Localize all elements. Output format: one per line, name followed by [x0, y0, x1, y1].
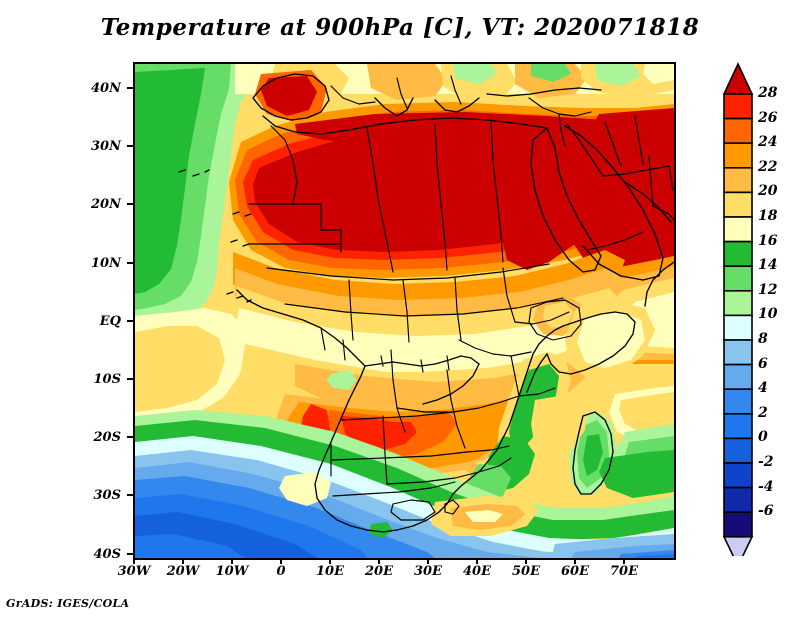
x-tick — [182, 558, 184, 564]
y-tick — [127, 262, 133, 264]
y-tick-label: 10N — [91, 256, 121, 271]
x-tick — [378, 558, 380, 564]
y-tick-label: 30N — [91, 139, 121, 154]
x-tick — [280, 558, 282, 564]
colorbar-tick-label: -2 — [758, 454, 774, 470]
y-tick — [127, 320, 133, 322]
colorbar-tick-label: 2 — [758, 404, 768, 421]
y-tick-label: EQ — [99, 314, 121, 329]
colorbar-tick-label: 26 — [758, 109, 778, 126]
x-tick — [476, 558, 478, 564]
page-title: Temperature at 900hPa [C], VT: 202007181… — [100, 14, 700, 41]
x-tick — [133, 558, 135, 564]
colorbar-tick-label: 20 — [758, 183, 778, 200]
colorbar-tick-label: 16 — [758, 232, 778, 249]
colorbar-tick-label: 12 — [758, 281, 778, 298]
x-tick — [427, 558, 429, 564]
x-tick-label: 30W — [117, 564, 151, 579]
colorbar-swatches — [722, 62, 754, 568]
y-tick-label: 40S — [93, 547, 121, 562]
y-tick — [127, 145, 133, 147]
colorbar-tick-label: 6 — [758, 355, 768, 372]
x-tick — [574, 558, 576, 564]
footer-credit: GrADS: IGES/COLA — [6, 597, 130, 610]
x-tick — [231, 558, 233, 564]
colorbar-tick-label: 0 — [758, 429, 768, 446]
y-tick — [127, 436, 133, 438]
map-plot-area — [133, 62, 676, 560]
x-tick — [329, 558, 331, 564]
x-tick-label: 40E — [463, 564, 491, 579]
colorbar-tick-label: 22 — [758, 158, 778, 175]
colorbar-tick-label: 18 — [758, 208, 778, 224]
y-tick-label: 40N — [91, 81, 121, 96]
colorbar-bottom-arrow — [722, 535, 754, 568]
y-tick — [127, 203, 133, 205]
colorbar-tick-label: 4 — [758, 380, 768, 397]
colorbar-tick-label: -4 — [758, 478, 774, 495]
y-tick — [127, 553, 133, 555]
y-tick-label: 20S — [93, 430, 121, 445]
x-tick-label: 70E — [610, 564, 638, 579]
y-tick-label: 30S — [93, 488, 121, 503]
colorbar-tick-label: 8 — [758, 331, 768, 347]
temperature-field-map — [135, 64, 674, 558]
colorbar-tick-label: 14 — [758, 257, 778, 274]
colorbar-tick-label: 28 — [758, 85, 778, 101]
x-tick — [623, 558, 625, 564]
y-tick — [127, 494, 133, 496]
x-tick-label: 30E — [414, 564, 442, 579]
x-tick-label: 20W — [166, 564, 200, 579]
colorbar-tick-label: -6 — [758, 503, 774, 520]
x-tick-label: 50E — [512, 564, 540, 579]
colorbar-top-arrow — [722, 62, 754, 95]
x-tick-label: 10W — [215, 564, 249, 579]
colorbar: 28 26 24 22 20 18 16 14 12 10 8 6 4 2 0 … — [722, 62, 777, 568]
y-tick-label: 10S — [93, 372, 121, 387]
x-tick-label: 0 — [276, 564, 286, 579]
colorbar-tick-label: 10 — [758, 306, 778, 323]
y-tick — [127, 87, 133, 89]
y-tick — [127, 378, 133, 380]
x-tick-label: 60E — [561, 564, 589, 579]
y-tick-label: 20N — [91, 197, 121, 212]
x-tick-label: 10E — [316, 564, 344, 579]
colorbar-tick-label: 24 — [758, 134, 778, 151]
x-tick — [525, 558, 527, 564]
x-tick-label: 20E — [365, 564, 393, 579]
